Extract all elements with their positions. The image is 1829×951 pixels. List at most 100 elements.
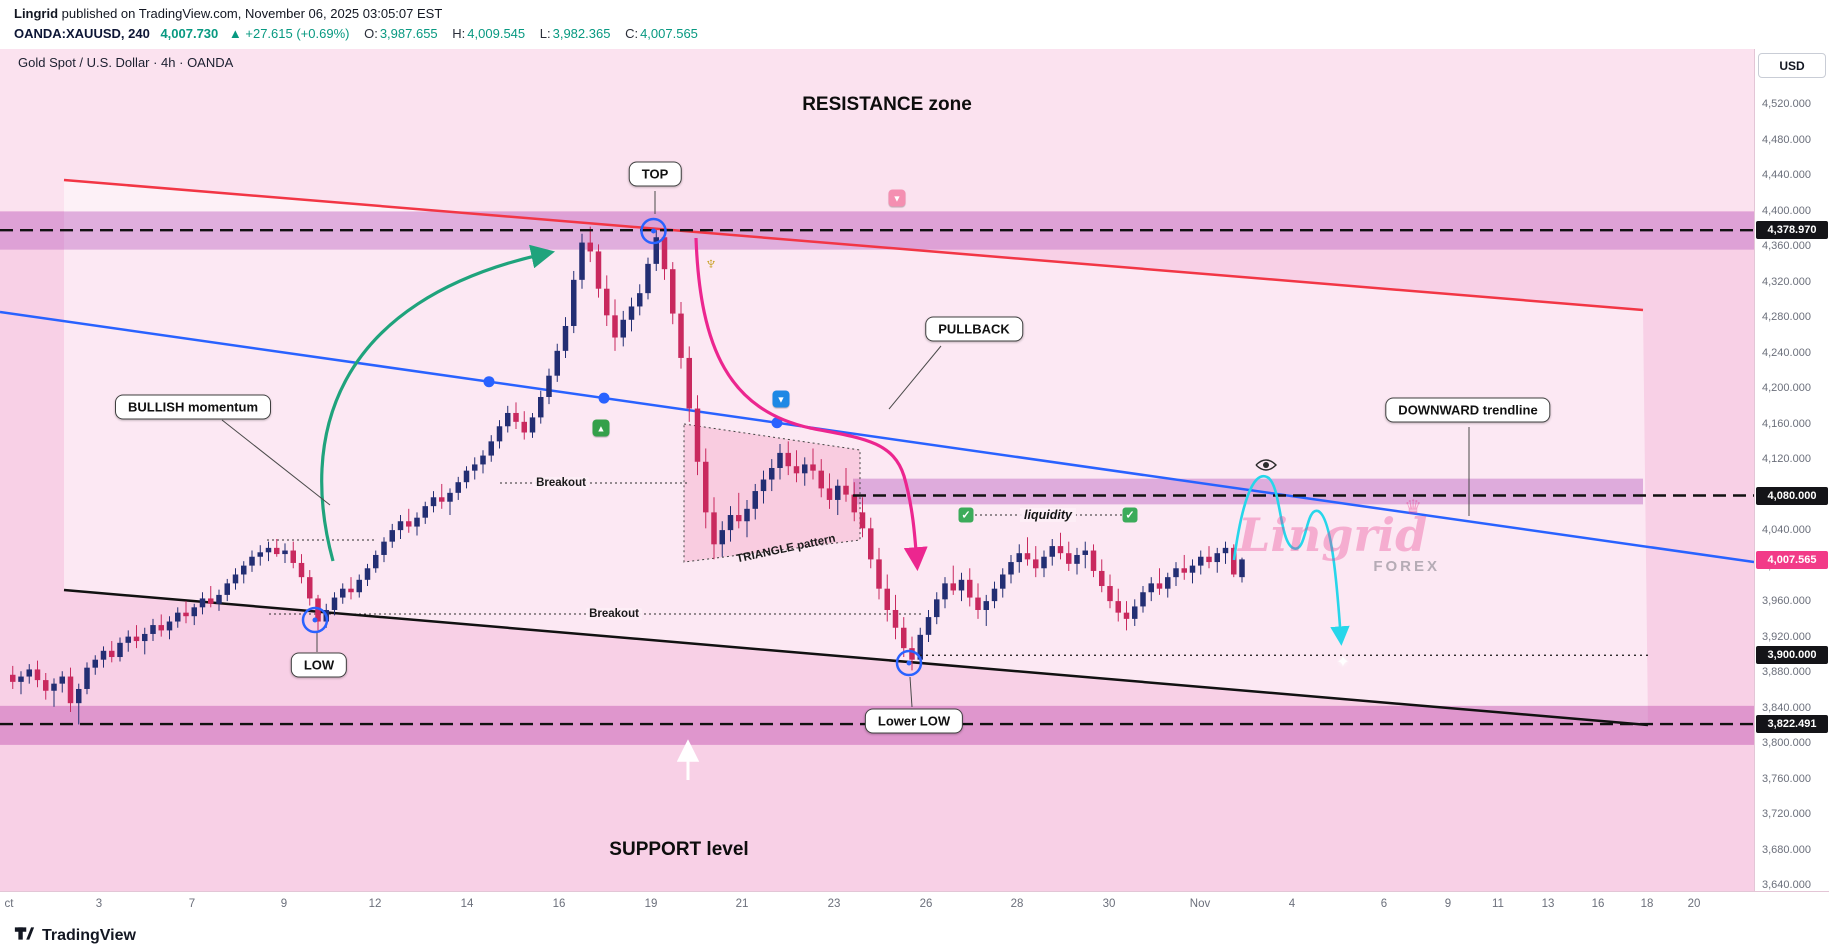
tradingview-brand[interactable]: TradingView [42,926,136,944]
price-tick: 3,680.000 [1762,843,1811,856]
check-glyph: ✓ [961,509,971,522]
bullish-momentum-arrow [320,244,556,562]
price-tick: 4,360.000 [1762,240,1811,252]
low-value: 3,982.365 [552,26,611,41]
current-price-badge: 4,007.565 [1756,550,1828,569]
support-level-label: SUPPORT level [609,839,749,860]
time-tick: 4 [1288,898,1296,910]
projection-arrow [1232,474,1350,646]
callout-connectors [221,191,1470,708]
chart-title: Gold Spot / U.S. Dollar · 4h · OANDA [18,55,234,70]
low-callout: LOW [290,652,348,678]
publish-text: published on TradingView.com, November 0… [58,6,443,21]
breakout-lower-label: Breakout [586,608,642,620]
liquidity-label: liquidity [1020,508,1076,522]
time-tick: 20 [1687,898,1701,910]
time-tick: 16 [552,898,566,910]
lower-low-callout: Lower LOW [864,708,964,734]
price-tick: 3,760.000 [1762,772,1811,785]
plot-background [0,49,1754,891]
down-arrow-icon: ▼ [888,189,906,207]
publish-info: Lingrid published on TradingView.com, No… [14,6,442,21]
up-arrow-glyph: ▲ [596,423,606,433]
downward-trendline-callout: DOWNWARD trendline [1385,397,1551,423]
swing-point-markers [301,217,923,677]
candlestick-series[interactable] [10,226,1245,725]
time-tick: 30 [1102,898,1116,910]
time-tick: 23 [827,898,841,910]
breakout-upper-label: Breakout [533,477,589,489]
trident-icon: ♆ [703,253,719,275]
price-change: ▲ +27.615 (+0.69%) [228,26,350,41]
down-arrow-glyph: ▼ [892,193,902,203]
price-tick: 4,480.000 [1762,133,1811,146]
price-tick: 4,120.000 [1762,453,1811,465]
descending-resistance-trendline [63,178,1644,312]
time-tick: 18 [1640,898,1654,910]
price-tick: 4,320.000 [1762,275,1811,288]
footer: TradingView [0,920,1829,951]
time-tick: 11 [1492,898,1504,910]
price-tick: 3,920.000 [1762,630,1811,643]
check-icon: ✓ [1122,507,1138,523]
publisher-name: Lingrid [14,6,59,21]
down-arrow-icon: ▼ [772,390,790,408]
time-tick: 28 [1010,898,1024,910]
price-level-badge: 3,822.491 [1756,715,1828,734]
time-tick: 3 [95,898,103,910]
time-tick: 9 [1444,898,1452,910]
price-level-lines[interactable] [0,228,1754,726]
star-icon: ✦ [1336,654,1350,671]
descending-median-trendline [0,310,1755,564]
price-tick: 4,280.000 [1762,311,1811,323]
low-label: L: [539,26,551,41]
close-value: 4,007.565 [640,26,698,41]
price-tick: 3,880.000 [1762,666,1811,678]
price-tick: 3,960.000 [1762,595,1811,607]
price-axis[interactable]: USD 4,520.000 4,480.000 4,440.000 4,400.000… [1754,49,1829,891]
down-arrow-glyph: ▼ [776,394,786,404]
time-tick: 6 [1380,898,1388,910]
time-tick: ct [4,898,14,910]
last-price: 4,007.730 [160,26,219,41]
high-label: H: [452,26,466,41]
open-value: 3,987.655 [379,26,438,41]
time-tick: 16 [1591,898,1605,910]
time-tick: 13 [1541,898,1555,910]
price-level-badge: 4,378.970 [1756,221,1828,240]
resistance-zone-label: RESISTANCE zone [802,94,972,115]
price-tick: 4,520.000 [1762,98,1811,110]
price-tick: 3,800.000 [1762,737,1811,749]
price-tick: 4,240.000 [1762,346,1811,359]
currency-button[interactable]: USD [1758,53,1826,78]
price-tick: 4,200.000 [1762,382,1811,394]
price-tick: 3,640.000 [1762,879,1811,891]
time-tick: Nov [1189,898,1211,910]
price-tick: 3,720.000 [1762,808,1811,820]
price-tick: 4,160.000 [1762,417,1811,430]
price-level-badge: 3,900.000 [1756,646,1828,665]
bullish-momentum-callout: BULLISH momentum [115,394,271,420]
pullback-arrow [694,237,928,572]
price-tick: 4,040.000 [1762,524,1811,536]
price-tick: 4,440.000 [1762,169,1811,181]
check-glyph: ✓ [1125,509,1135,522]
tradingview-logo-icon[interactable] [14,923,35,949]
drawing-arrows [320,237,1350,780]
time-tick: 21 [735,898,749,910]
time-tick: 7 [188,898,196,910]
time-tick: 26 [919,898,933,910]
eye-icon [1255,458,1277,476]
time-tick: 12 [368,898,382,910]
open-label: O: [364,26,378,41]
price-tick: 4,400.000 [1762,204,1811,217]
trendline-touch-dots [483,376,783,429]
time-axis[interactable]: ct 3 7 9 12 14 16 19 21 23 26 28 30 Nov 4 6 9 11 13 16 18 20 [0,891,1829,921]
pullback-callout: PULLBACK [925,316,1023,342]
check-icon: ✓ [958,507,974,523]
symbol-info: OANDA:XAUUSD, 240 4,007.730 ▲ +27.615 (+… [14,26,698,41]
price-tick: 3,840.000 [1762,701,1811,714]
time-tick: 14 [460,898,474,910]
